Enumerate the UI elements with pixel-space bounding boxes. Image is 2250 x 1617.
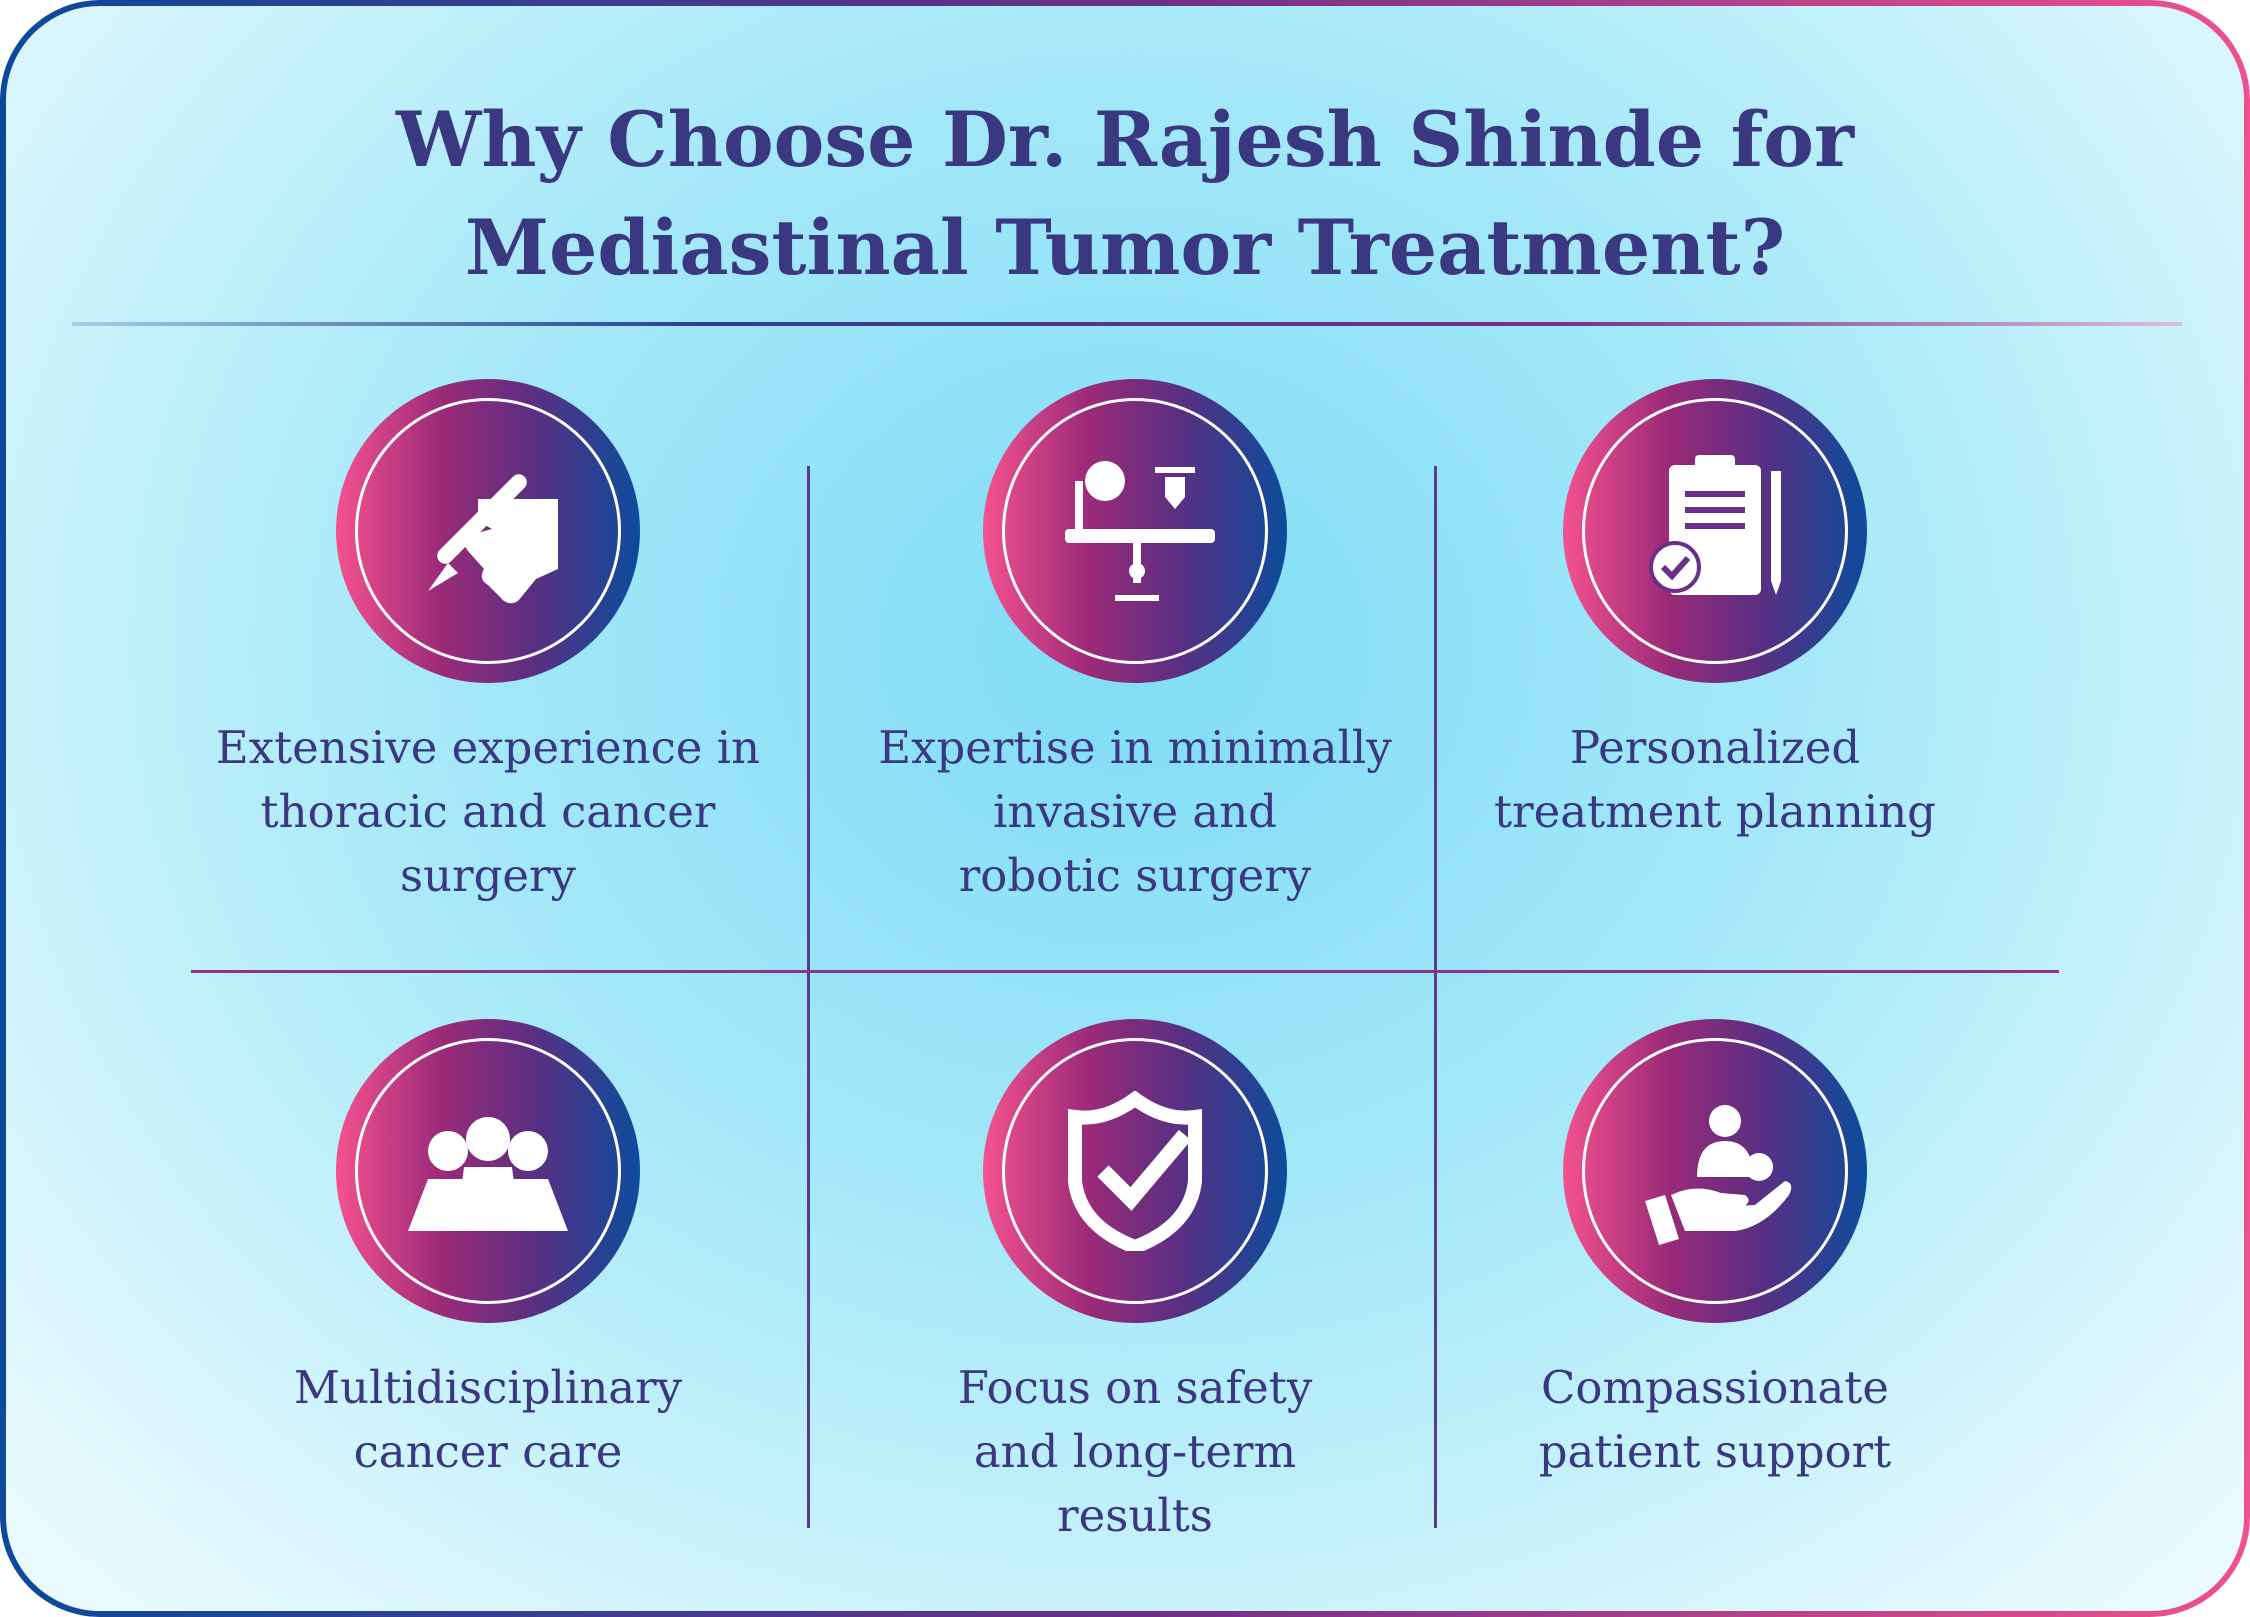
label-line: surgery <box>400 849 576 902</box>
column-divider <box>807 466 810 1528</box>
hand-patient-care-icon <box>1563 1019 1867 1323</box>
label-line: invasive and <box>992 785 1278 838</box>
medical-team-icon <box>336 1019 640 1323</box>
robotic-surgery-icon <box>983 379 1287 683</box>
label-line: Personalized <box>1569 721 1861 774</box>
label-line: robotic surgery <box>958 849 1312 902</box>
column-divider <box>1434 466 1437 1528</box>
label-line: Compassionate <box>1540 1361 1890 1414</box>
feature-label: Focus on safety and long-term results <box>825 1356 1445 1548</box>
feature-label: Expertise in minimally invasive and roboti… <box>825 716 1445 908</box>
title-line-1: Why Choose Dr. Rajesh Shinde for <box>396 95 1854 184</box>
feature-label: Extensive experience in thoracic and canc… <box>178 716 798 908</box>
label-line: results <box>1057 1489 1213 1542</box>
shield-check-icon <box>983 1019 1287 1323</box>
label-line: and long-term <box>973 1425 1297 1478</box>
clipboard-plan-icon <box>1563 379 1867 683</box>
title-divider <box>72 322 2182 326</box>
label-line: thoracic and cancer <box>260 785 716 838</box>
label-line: Extensive experience in <box>215 721 761 774</box>
label-line: Focus on safety <box>957 1361 1313 1414</box>
label-line: cancer care <box>353 1425 623 1478</box>
page-title: Why Choose Dr. Rajesh Shinde for Mediast… <box>0 86 2250 302</box>
title-line-2: Mediastinal Tumor Treatment? <box>464 203 1786 292</box>
feature-label: Multidisciplinary cancer care <box>178 1356 798 1484</box>
feature-label: Compassionate patient support <box>1405 1356 2025 1484</box>
label-line: patient support <box>1538 1425 1892 1478</box>
feature-label: Personalized treatment planning <box>1405 716 2025 844</box>
label-line: Multidisciplinary <box>293 1361 683 1414</box>
row-divider <box>191 970 2059 973</box>
label-line: treatment planning <box>1494 785 1936 838</box>
hand-scalpel-icon <box>336 379 640 683</box>
label-line: Expertise in minimally <box>878 721 1392 774</box>
